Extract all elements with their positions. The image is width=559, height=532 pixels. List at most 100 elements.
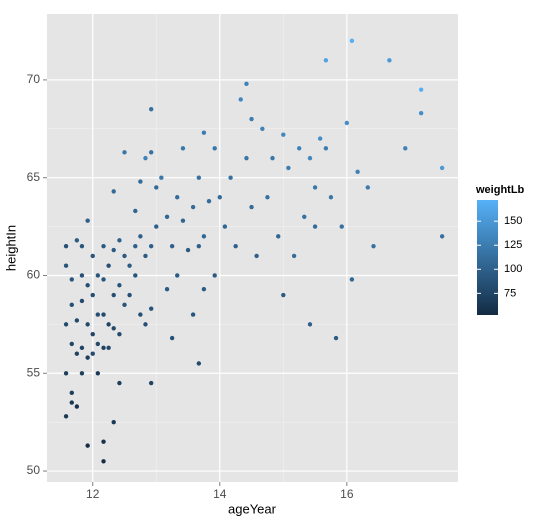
x-tick-label: 16 bbox=[340, 487, 354, 501]
x-tick-label: 14 bbox=[213, 487, 227, 501]
point bbox=[63, 263, 69, 268]
point bbox=[69, 400, 74, 405]
point bbox=[127, 263, 132, 268]
point bbox=[95, 371, 101, 376]
point bbox=[117, 380, 122, 386]
point bbox=[317, 136, 323, 141]
point bbox=[122, 302, 127, 308]
point bbox=[180, 218, 186, 223]
point bbox=[190, 204, 196, 210]
point bbox=[276, 234, 281, 239]
point bbox=[333, 335, 339, 341]
colorbar bbox=[477, 200, 498, 315]
point bbox=[307, 155, 313, 161]
point bbox=[133, 273, 138, 278]
x-axis-label: ageYear bbox=[228, 501, 277, 516]
point bbox=[79, 298, 85, 304]
point bbox=[69, 277, 74, 282]
point bbox=[63, 243, 69, 249]
point bbox=[349, 277, 355, 282]
y-tick-label: 50 bbox=[27, 463, 41, 477]
point bbox=[148, 380, 154, 386]
point bbox=[201, 286, 207, 292]
point bbox=[90, 331, 95, 337]
point bbox=[302, 214, 307, 220]
point bbox=[265, 195, 270, 200]
point bbox=[74, 318, 80, 323]
point bbox=[111, 419, 116, 425]
point bbox=[69, 341, 74, 347]
y-axis-label: heightIn bbox=[3, 225, 18, 271]
point bbox=[138, 312, 143, 317]
x-tick-label: 12 bbox=[86, 487, 100, 501]
legend-label: 150 bbox=[504, 215, 522, 227]
point bbox=[291, 253, 297, 259]
point bbox=[85, 443, 90, 448]
point bbox=[201, 234, 207, 239]
point bbox=[74, 351, 80, 356]
point bbox=[74, 404, 80, 409]
point bbox=[249, 204, 254, 210]
point bbox=[344, 120, 350, 126]
point bbox=[196, 243, 202, 249]
point bbox=[117, 238, 122, 243]
point bbox=[101, 459, 106, 464]
point bbox=[133, 243, 138, 249]
point bbox=[122, 150, 127, 155]
point bbox=[85, 283, 90, 288]
point bbox=[281, 292, 286, 298]
point bbox=[185, 247, 191, 253]
point bbox=[138, 179, 143, 184]
point bbox=[69, 390, 74, 396]
point bbox=[169, 335, 175, 341]
legend-title: weightLb bbox=[475, 184, 525, 196]
point bbox=[63, 322, 69, 327]
point bbox=[101, 345, 106, 351]
point bbox=[365, 185, 370, 190]
point bbox=[143, 253, 148, 259]
point bbox=[175, 273, 180, 278]
point bbox=[196, 175, 202, 180]
point bbox=[312, 185, 318, 190]
point bbox=[249, 116, 254, 122]
point bbox=[439, 234, 445, 239]
point bbox=[85, 322, 90, 327]
point bbox=[270, 155, 275, 161]
point bbox=[111, 247, 116, 253]
point bbox=[143, 155, 148, 161]
point bbox=[106, 263, 111, 268]
point bbox=[418, 110, 424, 116]
point bbox=[339, 224, 344, 229]
point bbox=[323, 58, 329, 63]
point bbox=[138, 234, 143, 239]
point bbox=[90, 253, 95, 259]
point bbox=[127, 292, 132, 298]
point bbox=[355, 169, 360, 175]
point bbox=[164, 214, 170, 220]
point bbox=[154, 185, 159, 190]
point bbox=[148, 306, 154, 311]
point bbox=[79, 243, 85, 249]
point bbox=[63, 371, 69, 376]
y-tick-label: 65 bbox=[27, 170, 41, 184]
point bbox=[403, 146, 408, 151]
point bbox=[328, 195, 334, 200]
point bbox=[122, 253, 127, 259]
point bbox=[312, 224, 318, 229]
point bbox=[371, 243, 376, 249]
point bbox=[349, 38, 355, 43]
point bbox=[79, 273, 85, 278]
point bbox=[228, 175, 233, 180]
point bbox=[101, 312, 106, 317]
point bbox=[90, 351, 95, 356]
point bbox=[244, 81, 249, 87]
point bbox=[111, 326, 116, 331]
point bbox=[217, 195, 222, 200]
legend-label: 75 bbox=[504, 287, 516, 299]
point bbox=[117, 283, 122, 288]
point bbox=[180, 146, 186, 151]
point bbox=[148, 243, 154, 249]
point bbox=[90, 292, 95, 298]
point bbox=[233, 243, 238, 249]
